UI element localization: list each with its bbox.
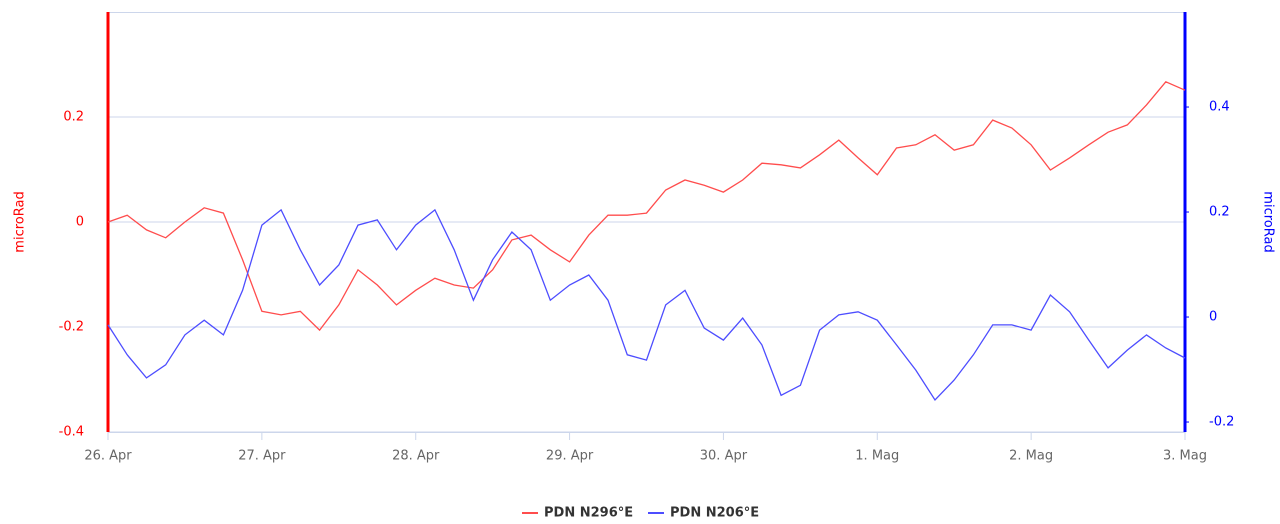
x-tick-label: 3. Mag (1163, 449, 1207, 464)
series-line (107, 81, 1186, 332)
y2-tick-label: 0 (1209, 310, 1217, 325)
y-tick-label: 0 (76, 215, 84, 230)
x-tick-label: 26. Apr (84, 449, 132, 464)
legend-label: PDN N296°E (544, 506, 633, 521)
legend-label: PDN N206°E (670, 506, 759, 521)
x-tick-label: 29. Apr (546, 449, 594, 464)
y2-tick-label: -0.2 (1209, 415, 1234, 430)
y2-tick-label: 0.4 (1209, 100, 1230, 115)
y-axis-title: microRad (13, 191, 28, 252)
y-tick-label: -0.4 (59, 425, 84, 440)
series-line (107, 208, 1186, 402)
x-tick-label: 30. Apr (700, 449, 748, 464)
y2-axis-title: microRad (1261, 191, 1276, 252)
x-tick-label: 27. Apr (238, 449, 286, 464)
x-tick-label: 2. Mag (1009, 449, 1053, 464)
y2-tick-label: 0.2 (1209, 205, 1230, 220)
x-tick-label: 1. Mag (855, 449, 899, 464)
x-tick-label: 28. Apr (392, 449, 440, 464)
y-tick-label: -0.2 (59, 320, 84, 335)
y-tick-label: 0.2 (63, 110, 84, 125)
